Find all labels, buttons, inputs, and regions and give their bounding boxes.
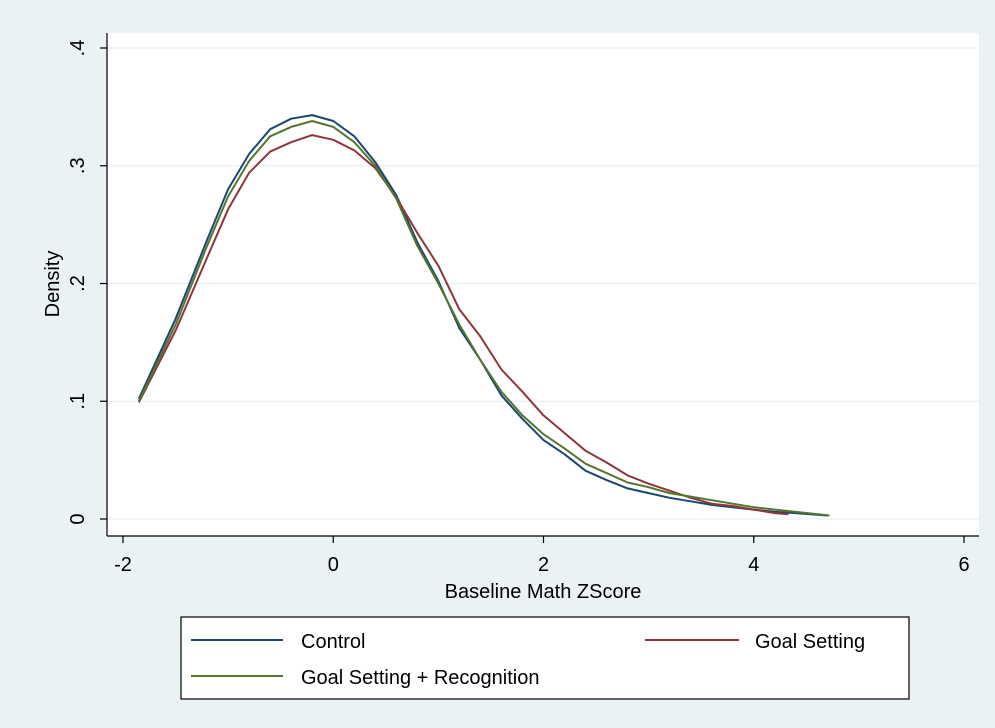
legend-label-goal-setting: Goal Setting — [755, 631, 865, 653]
x-tick-label: 0 — [328, 554, 339, 576]
x-tick-label: 2 — [538, 554, 549, 576]
y-tick-label: .4 — [67, 40, 89, 57]
series-line-goal-setting — [137, 134, 789, 516]
series-line-goal-setting-recognition — [137, 120, 830, 517]
plot-area — [107, 33, 979, 536]
legend-label-control: Control — [301, 631, 365, 653]
ticks: 0 .1 .2 .3 .4 -2 0 2 4 6 — [67, 40, 970, 576]
legend-box — [180, 616, 910, 700]
x-tick-label: -2 — [114, 554, 132, 576]
y-tick-label: .2 — [67, 275, 89, 292]
y-tick-label: 0 — [67, 513, 89, 524]
x-axis-title: Baseline Math ZScore — [445, 581, 642, 603]
legend: Control Goal Setting Goal Setting + Reco… — [180, 616, 910, 700]
legend-label-goal-setting-recognition: Goal Setting + Recognition — [301, 667, 540, 689]
y-axis-title: Density — [42, 251, 64, 318]
x-tick-label: 6 — [958, 554, 969, 576]
x-tick-label: 4 — [748, 554, 759, 576]
gridlines — [107, 47, 979, 520]
series-lines — [137, 114, 830, 517]
y-tick-label: .3 — [67, 157, 89, 174]
y-tick-label: .1 — [67, 393, 89, 410]
